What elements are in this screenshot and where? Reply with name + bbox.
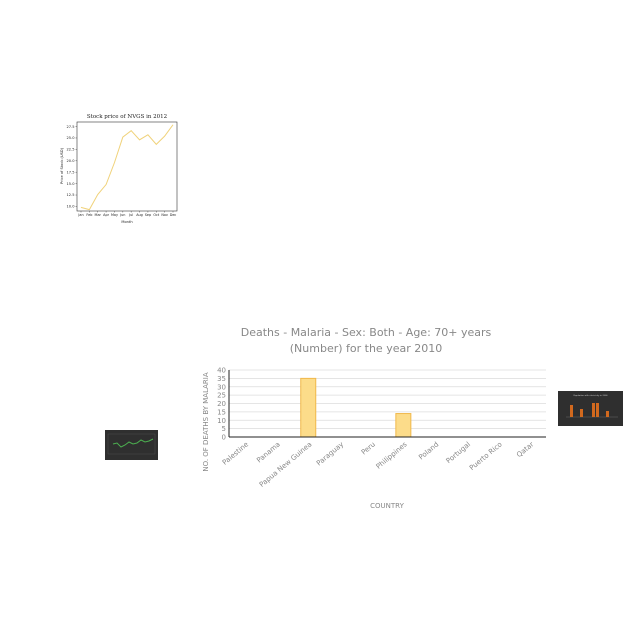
small-chart-plot-area — [76, 121, 178, 212]
main-chart-x-tick-label: Palestine — [221, 440, 250, 466]
small-chart-x-tick-label: Feb — [86, 213, 92, 217]
small-chart-x-tick-label: Jun — [119, 213, 125, 217]
small-chart-title: Stock price of NVGS in 2012 — [87, 114, 167, 120]
malaria-deaths-bar-chart: Deaths - Malaria - Sex: Both - Age: 70+ … — [202, 326, 546, 510]
thumbnail-bar — [580, 409, 583, 417]
main-chart-x-tick-label: Philippines — [375, 440, 409, 471]
main-chart-xlabel: COUNTRY — [370, 502, 404, 510]
thumbnail-line-series — [112, 438, 154, 448]
bar-papua-new-guinea — [300, 377, 317, 438]
main-chart-x-tick-label: Poland — [417, 440, 440, 461]
small-chart-y-tick-label: 17.5 — [66, 170, 74, 174]
small-chart-x-tick-label: Oct — [153, 213, 160, 217]
main-chart-x-tick-label: Papua New Guinea — [258, 440, 314, 489]
main-chart-x-tick-label: Paraguay — [315, 440, 345, 467]
main-chart-y-tick-label: 5 — [222, 425, 226, 433]
main-chart-y-tick-label: 0 — [222, 434, 226, 442]
thumbnail-line-chart — [105, 430, 158, 460]
main-chart-x-tick-label: Peru — [360, 440, 377, 456]
small-chart-y-tick-label: 20.0 — [66, 159, 75, 163]
main-chart-title-line2: (Number) for the year 2010 — [290, 342, 442, 355]
small-chart-x-tick-label: Jul — [128, 213, 133, 217]
main-chart-y-tick-label: 25 — [217, 392, 226, 400]
main-chart-title-line1: Deaths - Malaria - Sex: Both - Age: 70+ … — [241, 326, 492, 339]
thumbnail-bar-chart-title: Population with electricity in 2006 — [573, 394, 608, 397]
small-chart-y-tick-label: 10.0 — [66, 205, 75, 209]
stock-price-series-line — [80, 124, 174, 211]
main-chart-x-tick-label: Portugal — [445, 440, 472, 465]
main-chart-y-tick-label: 10 — [217, 417, 226, 425]
main-chart-x-tick-label: Puerto Rico — [468, 440, 504, 472]
small-chart-y-tick-label: 25.0 — [66, 136, 75, 140]
thumbnail-bar — [570, 405, 573, 417]
small-chart-y-tick-label: 15.0 — [66, 182, 75, 186]
small-chart-x-tick-label: May — [111, 213, 118, 217]
main-chart-y-tick-label: 20 — [217, 400, 226, 408]
small-chart-x-tick-label: Jan — [77, 213, 83, 217]
small-chart-x-tick-label: Sep — [145, 213, 151, 217]
bar-philippines — [395, 413, 412, 438]
small-chart-x-tick-label: Mar — [95, 213, 102, 217]
small-chart-x-tick-label: Aug — [136, 213, 143, 217]
small-chart-x-tick-label: Dec — [170, 213, 177, 217]
main-chart-x-tick-label: Panama — [255, 440, 282, 464]
stock-price-line-chart: Stock price of NVGS in 2012 10.0 12.5 15.0… — [60, 114, 178, 224]
thumbnail-bar — [592, 403, 595, 417]
small-chart-y-tick-label: 27.5 — [66, 125, 74, 129]
small-chart-y-tick-label: 22.5 — [66, 148, 74, 152]
thumbnail-bar-chart: Population with electricity in 2006 — [558, 391, 623, 426]
thumbnail-bar — [606, 411, 609, 417]
thumbnail-bar — [596, 403, 599, 417]
small-chart-y-tick-label: 12.5 — [66, 193, 74, 197]
main-chart-x-tick-label: Qatar — [515, 440, 535, 459]
small-chart-x-tick-label: Apr — [103, 213, 109, 217]
main-chart-y-tick-label: 40 — [217, 367, 226, 375]
small-chart-ylabel: Price of Stock (USD) — [60, 147, 64, 184]
main-chart-y-tick-label: 30 — [217, 383, 226, 391]
small-chart-x-tick-label: Nov — [161, 213, 168, 217]
small-chart-xlabel: Month — [121, 220, 132, 224]
main-chart-y-tick-label: 35 — [217, 375, 226, 383]
main-chart-ylabel: NO. OF DEATHS BY MALARIA — [202, 372, 210, 471]
main-chart-y-tick-label: 15 — [217, 408, 226, 416]
